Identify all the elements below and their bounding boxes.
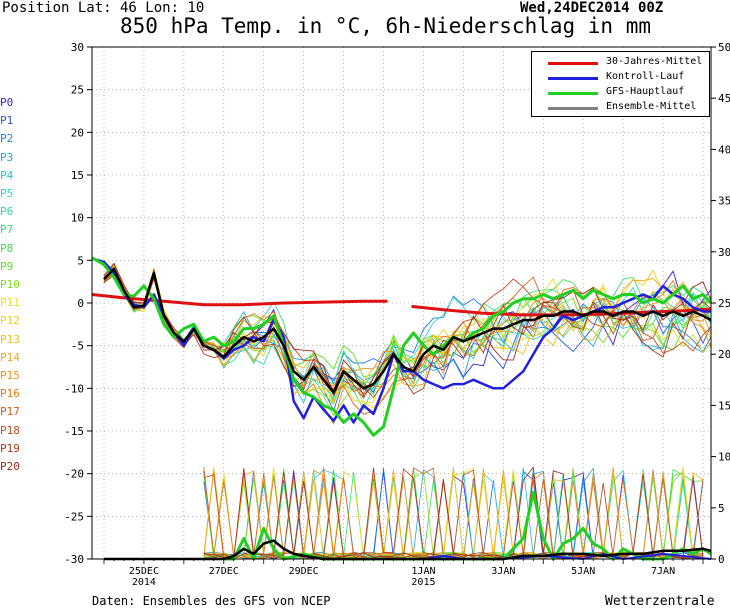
legend-swatch [548, 77, 598, 80]
member-label-p6: P6 [0, 205, 14, 219]
x-axis-tick-label: 5JAN [571, 566, 595, 577]
x-axis-tick-label-year: 2014 [132, 577, 156, 588]
legend-label: 30-Jahres-Mittel [606, 56, 703, 67]
member-label-p15: P15 [0, 369, 20, 382]
x-axis-tick-label: 27DEC [209, 566, 239, 577]
right-axis-tick-label: 25 [718, 297, 730, 310]
legend-swatch [548, 92, 598, 95]
legend-item-ensemble-mean: Ensemble-Mittel [532, 101, 709, 115]
right-axis-tick-label: 40 [718, 143, 730, 156]
right-axis-tick-label: 15 [718, 399, 730, 412]
member-temp-line-p17 [103, 268, 712, 415]
left-axis-tick-label: 25 [71, 84, 84, 97]
member-label-p12: P12 [0, 314, 20, 328]
member-label-p0: P0 [0, 96, 14, 109]
left-axis-tick-label: -25 [64, 510, 84, 523]
legend-swatch [548, 107, 598, 110]
left-axis-tick-label: 15 [71, 169, 84, 182]
legend: 30-Jahres-Mittel Kontroll-Lauf GFS-Haupt… [531, 51, 710, 117]
member-label-p14: P14 [0, 350, 20, 364]
precip-line-kontroll-lauf [423, 552, 712, 560]
member-temp-line-p16 [103, 266, 712, 425]
left-axis-tick-label: -10 [64, 382, 84, 395]
left-axis-tick-label: -30 [64, 553, 84, 566]
member-label-p17: P17 [0, 405, 20, 419]
temp-line-ensemble-mittel [103, 267, 712, 394]
member-label-p5: P5 [0, 187, 14, 200]
member-label-p7: P7 [0, 223, 14, 237]
member-label-p3: P3 [0, 150, 14, 164]
legend-label: Ensemble-Mittel [606, 101, 697, 112]
legend-swatch [548, 62, 598, 65]
member-label-p16: P16 [0, 387, 20, 401]
right-axis-tick-label: 20 [718, 348, 730, 361]
right-axis-tick-label: 30 [718, 246, 730, 259]
left-axis-tick-label: -15 [64, 425, 84, 438]
data-source-label: Daten: Ensembles des GFS von NCEP [92, 594, 331, 608]
temp-line-gfs-hauptlauf [91, 256, 713, 437]
left-axis-tick-label: 30 [71, 41, 84, 54]
left-axis-tick-label: 20 [71, 126, 84, 139]
position-label: Position Lat: 46 Lon: 10 [2, 0, 205, 16]
member-label-p19: P19 [0, 441, 20, 455]
x-axis-tick-label: 29DEC [289, 566, 319, 577]
left-axis-tick-label: -20 [64, 468, 84, 481]
x-axis-tick-label: 7JAN [651, 566, 675, 577]
right-axis-tick-label: 50 [718, 41, 730, 54]
right-axis-tick-label: 5 [718, 502, 725, 515]
x-axis-tick-label: 25DEC [129, 566, 159, 577]
member-label-p18: P18 [0, 423, 20, 437]
right-axis-tick-label: 35 [718, 195, 730, 208]
credit-label: Wetterzentrale [605, 594, 715, 609]
legend-item-main-run: GFS-Hauptlauf [532, 86, 709, 100]
member-label-p8: P8 [0, 241, 14, 255]
left-axis-tick-label: 0 [77, 297, 84, 310]
member-temp-line-p19 [103, 274, 712, 398]
member-label-p2: P2 [0, 132, 14, 146]
legend-item-control-run: Kontroll-Lauf [532, 71, 709, 85]
member-label-p20: P20 [0, 460, 20, 473]
x-axis-tick-label: 1JAN [411, 566, 435, 577]
left-axis-tick-label: 5 [77, 254, 84, 267]
legend-label: Kontroll-Lauf [606, 71, 685, 82]
temp-line-30-jahres-mittel [91, 293, 388, 307]
right-axis-tick-label: 45 [718, 92, 730, 105]
member-label-p13: P13 [0, 332, 20, 346]
run-datetime-label: Wed,24DEC2014 00Z [520, 0, 664, 16]
x-axis-tick-label: 3JAN [491, 566, 515, 577]
right-axis-tick-label: 0 [718, 553, 725, 566]
member-label-p11: P11 [0, 296, 20, 310]
left-axis-tick-label: 10 [71, 212, 84, 225]
left-axis-tick-label: -5 [71, 340, 84, 353]
x-axis-tick-label-year: 2015 [411, 577, 435, 588]
legend-item-climate-mean: 30-Jahres-Mittel [532, 56, 709, 70]
member-precip-line-p19 [203, 467, 704, 560]
member-label-p1: P1 [0, 114, 14, 128]
member-label-p9: P9 [0, 259, 14, 273]
member-label-p4: P4 [0, 168, 14, 182]
member-label-p10: P10 [0, 278, 20, 291]
right-axis-tick-label: 10 [718, 451, 730, 464]
legend-label: GFS-Hauptlauf [606, 86, 685, 97]
chart-title: 850 hPa Temp. in °C, 6h-Niederschlag in … [120, 14, 652, 38]
